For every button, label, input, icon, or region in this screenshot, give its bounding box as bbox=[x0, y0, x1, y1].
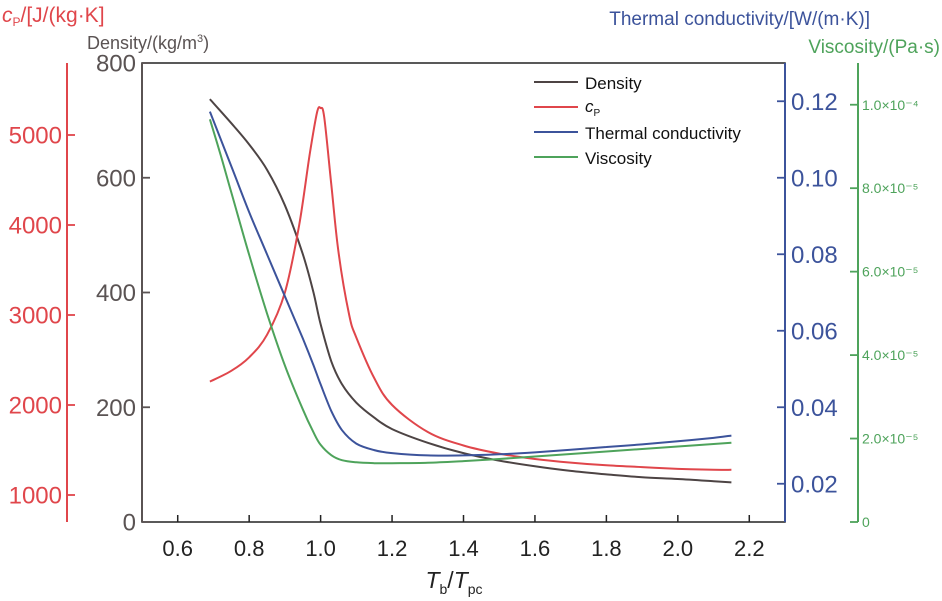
thermal-conductivity-curve bbox=[208, 111, 732, 457]
legend: Density cP Thermal conductivity Viscosit… bbox=[534, 74, 741, 168]
x-axis-ticks: 0.6 0.8 1.0 1.2 1.4 1.6 1.8 2.0 2.2 bbox=[162, 515, 765, 561]
density-axis-title: Density/(kg/m3) bbox=[87, 33, 209, 53]
x-tick-label: 1.2 bbox=[377, 536, 408, 561]
thermal-tick-label: 0.04 bbox=[791, 395, 838, 422]
density-tick-label: 600 bbox=[96, 165, 136, 192]
viscosity-tick-label: 1.0×10⁻⁴ bbox=[862, 97, 919, 113]
x-tick-label: 1.8 bbox=[591, 536, 622, 561]
density-tick-label: 200 bbox=[96, 395, 136, 422]
x-tick-label: 0.6 bbox=[162, 536, 193, 561]
viscosity-tick-label: 0 bbox=[862, 514, 870, 530]
x-tick-label: 1.0 bbox=[305, 536, 336, 561]
legend-viscosity-label: Viscosity bbox=[585, 149, 652, 168]
thermal-tick-label: 0.08 bbox=[791, 242, 838, 269]
density-tick-label: 0 bbox=[123, 510, 136, 537]
viscosity-tick-label: 6.0×10⁻⁵ bbox=[862, 264, 918, 280]
cp-tick-label: 5000 bbox=[9, 123, 62, 150]
legend-cp-label: cP bbox=[585, 97, 601, 119]
cp-tick-label: 4000 bbox=[9, 213, 62, 240]
cp-axis-ticks: 1000 2000 3000 4000 5000 bbox=[9, 123, 75, 510]
legend-density-label: Density bbox=[585, 74, 642, 93]
x-tick-label: 1.4 bbox=[448, 536, 479, 561]
thermal-axis-title: Thermal conductivity/[W/(m·K)] bbox=[609, 9, 870, 30]
cp-axis-title: cP/[J/(kg·K] bbox=[2, 4, 105, 29]
x-tick-label: 2.2 bbox=[734, 536, 765, 561]
viscosity-tick-label: 4.0×10⁻⁵ bbox=[862, 347, 918, 363]
x-tick-label: 2.0 bbox=[663, 536, 694, 561]
density-tick-label: 800 bbox=[96, 51, 136, 78]
viscosity-tick-label: 2.0×10⁻⁵ bbox=[862, 431, 918, 447]
x-axis-title: Tb/Tpc bbox=[425, 567, 482, 597]
thermal-tick-label: 0.10 bbox=[791, 165, 838, 192]
viscosity-tick-label: 8.0×10⁻⁵ bbox=[862, 180, 918, 196]
cp-tick-label: 2000 bbox=[9, 393, 62, 420]
density-curve bbox=[209, 98, 732, 484]
thermal-tick-label: 0.12 bbox=[791, 89, 838, 116]
x-tick-label: 0.8 bbox=[234, 536, 265, 561]
viscosity-axis-title: Viscosity/(Pa·s) bbox=[808, 37, 940, 58]
data-curves bbox=[208, 98, 732, 484]
viscosity-curve bbox=[208, 119, 732, 465]
thermal-tick-label: 0.06 bbox=[791, 318, 838, 345]
viscosity-axis-ticks: 0 2.0×10⁻⁵ 4.0×10⁻⁵ 6.0×10⁻⁵ 8.0×10⁻⁵ 1.0×10⁻… bbox=[850, 97, 919, 530]
cp-tick-label: 1000 bbox=[9, 483, 62, 510]
thermal-tick-label: 0.02 bbox=[791, 471, 838, 498]
cp-tick-label: 3000 bbox=[9, 303, 62, 330]
cp-curve bbox=[209, 106, 732, 471]
density-axis-ticks: 0 200 400 600 800 bbox=[96, 51, 150, 537]
thermal-axis-ticks: 0.02 0.04 0.06 0.08 0.10 0.12 bbox=[777, 89, 838, 498]
legend-thermal-label: Thermal conductivity bbox=[585, 124, 741, 143]
density-tick-label: 400 bbox=[96, 280, 136, 307]
x-tick-label: 1.6 bbox=[520, 536, 551, 561]
